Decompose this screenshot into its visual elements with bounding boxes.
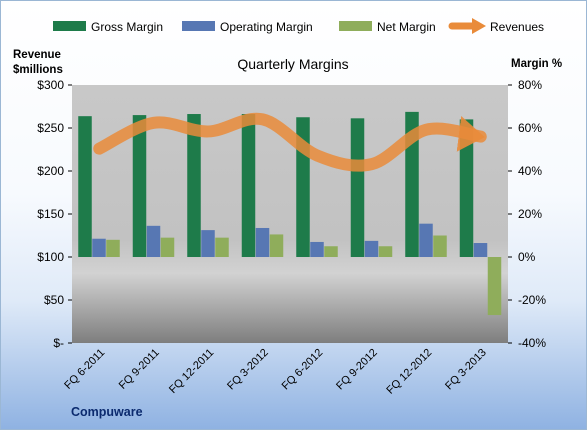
right-tick-label: 60%	[518, 121, 542, 135]
right-tick-label: 80%	[518, 78, 542, 92]
net-margin-bar	[378, 246, 393, 257]
left-axis-label-line2: $millions	[13, 64, 63, 76]
gross-margin-bar	[241, 114, 256, 258]
x-axis-category-label: FQ 3-2013	[443, 347, 489, 393]
legend-label-operating-margin: Operating Margin	[220, 20, 313, 34]
operating-margin-bar	[473, 243, 488, 257]
net-margin-bar	[433, 235, 447, 257]
left-axis-label-line1: Revenue	[13, 49, 61, 61]
x-axis-category-label: FQ 12-2012	[384, 347, 434, 397]
operating-margin-bar	[92, 238, 106, 257]
x-axis-category-label: FQ 3-2012	[225, 347, 271, 393]
gross-margin-bar	[78, 116, 92, 257]
operating-margin-bar	[201, 230, 215, 257]
left-tick-label: $50	[44, 293, 64, 307]
x-axis-category-label: FQ 12-2011	[167, 347, 216, 396]
gross-margin-bar	[459, 119, 474, 258]
left-tick-label: $300	[37, 78, 64, 92]
legend-swatch-operating-margin	[182, 21, 215, 31]
legend-label-gross-margin: Gross Margin	[91, 20, 163, 34]
chart-title: Quarterly Margins	[237, 56, 348, 72]
net-margin-bar	[106, 239, 120, 257]
gross-margin-bar	[405, 111, 419, 257]
right-tick-label: -40%	[518, 336, 546, 350]
net-margin-bar	[160, 237, 175, 257]
right-tick-label: 40%	[518, 164, 542, 178]
right-tick-label: 0%	[518, 250, 536, 264]
gross-margin-bar	[350, 118, 365, 257]
left-tick-label: $100	[37, 250, 64, 264]
x-axis-category-label: FQ 9-2011	[117, 347, 162, 392]
net-margin-bar	[487, 257, 502, 316]
legend-label-net-margin: Net Margin	[377, 20, 436, 34]
net-margin-bar	[215, 237, 229, 257]
left-tick-label: $250	[37, 121, 64, 135]
left-tick-label: $-	[53, 336, 64, 350]
right-axis-label: Margin %	[511, 58, 562, 70]
left-tick-label: $150	[37, 207, 64, 221]
net-margin-bar	[324, 246, 338, 257]
net-margin-bar	[269, 234, 284, 257]
operating-margin-bar	[255, 227, 270, 257]
legend-swatch-net-margin	[339, 21, 372, 31]
revenues-series-line	[93, 112, 487, 172]
x-axis-category-label: FQ 9-2012	[334, 347, 380, 393]
operating-margin-bar	[310, 241, 324, 257]
company-label: Compuware	[71, 405, 143, 419]
legend-swatch-gross-margin	[53, 21, 86, 31]
gross-margin-bar	[187, 114, 201, 258]
gross-margin-bar	[132, 115, 147, 257]
right-tick-label: 20%	[518, 207, 542, 221]
right-tick-label: -20%	[518, 293, 546, 307]
operating-margin-bar	[364, 240, 379, 257]
x-axis-category-label: FQ 6-2011	[62, 347, 107, 392]
operating-margin-bar	[419, 223, 433, 257]
left-tick-label: $200	[37, 164, 64, 178]
legend-label-revenues: Revenues	[490, 20, 544, 34]
legend-arrow-icon	[472, 18, 486, 34]
x-axis-category-label: FQ 6-2012	[280, 347, 326, 393]
operating-margin-bar	[146, 225, 161, 257]
